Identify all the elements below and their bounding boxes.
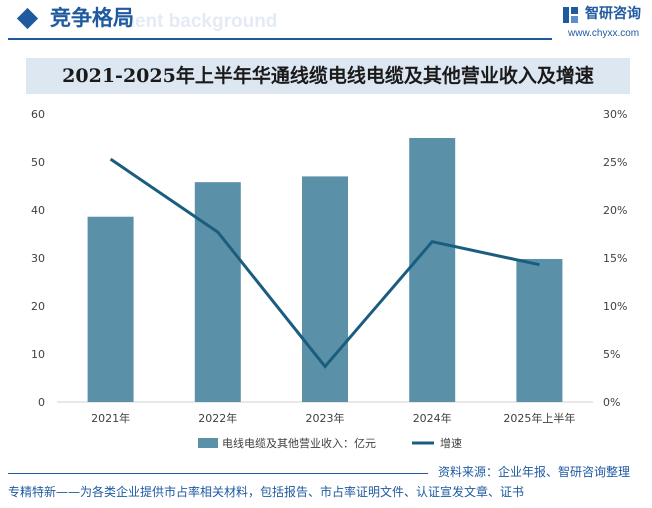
brand-name: 智研咨询 <box>585 6 641 22</box>
y-left-tick-label: 20 <box>31 300 45 313</box>
y-left-tick-label: 40 <box>31 204 45 217</box>
y-left-tick-label: 60 <box>31 108 45 121</box>
x-tick-label: 2021年 <box>91 411 130 425</box>
growth-line <box>109 157 540 369</box>
brand-logo-icon <box>563 7 578 23</box>
bar <box>194 182 241 402</box>
x-tick-label: 2023年 <box>306 411 345 425</box>
legend-bar-swatch <box>198 438 218 448</box>
y-left-tick-label: 0 <box>38 396 45 409</box>
brand-url: www.chyxx.com <box>568 28 640 39</box>
y-right-tick-label: 5% <box>603 348 620 361</box>
bar <box>409 138 456 402</box>
x-tick-label: 2024年 <box>413 411 452 425</box>
chart-title: 2021-2025年上半年华通线缆电线电缆及其他营业收入及增速 <box>62 65 594 87</box>
x-tick-label: 2022年 <box>198 411 237 425</box>
section-title: 竞争格局 <box>50 6 134 30</box>
y-right-tick-label: 20% <box>603 204 627 217</box>
legend-bar-label: 电线电缆及其他营业收入：亿元 <box>222 436 376 450</box>
header-rule <box>8 38 552 40</box>
bar <box>516 258 563 402</box>
footer-rule <box>8 473 428 474</box>
source-note: 资料来源：企业年报、智研咨询整理 <box>438 465 631 479</box>
section-header: ment background 竞争格局 智研咨询 www.chyxx.com <box>0 0 652 44</box>
y-left-tick-label: 10 <box>31 348 45 361</box>
section-title-watermark: ment background <box>118 11 278 32</box>
y-right-tick-label: 30% <box>603 108 627 121</box>
chart-title-band <box>26 58 630 94</box>
legend-line-label: 增速 <box>440 436 462 450</box>
y-left-tick-label: 30 <box>31 252 45 265</box>
x-tick-label: 2025年上半年 <box>503 411 575 425</box>
y-right-tick-label: 10% <box>603 300 627 313</box>
bar <box>87 216 134 402</box>
footer-tagline: 专精特新——为各类企业提供市占率相关材料，包括报告、市占率证明文件、认证宣发文章… <box>8 485 525 499</box>
y-right-tick-label: 15% <box>603 252 627 265</box>
y-right-tick-label: 0% <box>603 396 620 409</box>
y-left-tick-label: 50 <box>31 156 45 169</box>
y-right-tick-label: 25% <box>603 156 627 169</box>
